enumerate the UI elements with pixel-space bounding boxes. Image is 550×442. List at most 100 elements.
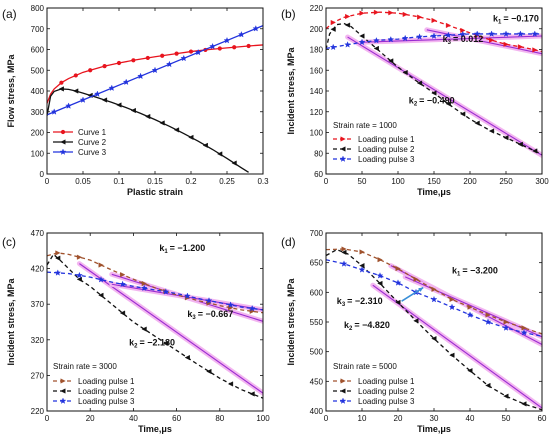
series-marker-2 [116, 102, 122, 108]
y-axis-label: Incident stress, MPa [286, 277, 296, 365]
series-marker-2 [76, 276, 82, 282]
series-marker-3 [94, 90, 101, 97]
legend-swatch-marker [340, 146, 346, 152]
y-tick-label: 370 [31, 300, 45, 309]
series-marker-3 [416, 33, 423, 40]
series-marker-3 [344, 41, 351, 48]
legend-entry: Loading pulse 3 [358, 397, 415, 406]
series-marker-1 [431, 286, 437, 292]
y-tick-label: 80 [314, 149, 323, 158]
y-tick-label: 550 [310, 318, 324, 327]
series-marker-3 [401, 34, 409, 42]
series-marker-1 [345, 13, 351, 20]
series-marker-2 [445, 101, 451, 107]
series-marker-3 [151, 66, 159, 74]
series-marker-3 [376, 272, 384, 279]
series-marker-2 [73, 88, 79, 94]
series-marker-2 [98, 292, 104, 298]
legend-entry: Loading pulse 1 [358, 135, 415, 144]
series-marker-2 [402, 69, 408, 76]
x-tick-label: 100 [256, 414, 270, 423]
series-line-1 [47, 252, 263, 314]
series-marker-2 [202, 142, 208, 148]
series-marker-3 [358, 38, 366, 46]
series-marker-2 [163, 340, 169, 346]
series-marker-2 [145, 113, 151, 120]
x-tick-label: 30 [430, 414, 439, 423]
slope-annotation: k3 = 0.012 [443, 34, 484, 46]
series-marker-1 [467, 304, 473, 310]
x-tick-label: 80 [215, 414, 224, 423]
panel-b: 0 50 100 150 200 250 300 60 80 100 120 140 160 180 200… [281, 4, 549, 197]
series-marker-2 [532, 148, 538, 154]
series-marker-2 [377, 280, 383, 287]
series-marker-1 [359, 10, 365, 16]
x-tick-label: 0.05 [75, 177, 91, 186]
series-marker-3 [79, 96, 87, 103]
y-tick-label: 470 [31, 229, 45, 238]
y-tick-label: 500 [31, 66, 45, 75]
y-tick-label: 650 [310, 259, 324, 268]
series-marker-2 [344, 22, 351, 28]
series-marker-2 [159, 120, 165, 126]
y-tick-label: 600 [31, 46, 45, 55]
legend-swatch-marker [60, 139, 66, 145]
series-marker-1 [59, 80, 64, 85]
series-marker-2 [460, 111, 466, 117]
series-marker-2 [55, 255, 61, 261]
series-marker-3 [430, 32, 438, 39]
series-marker-3 [394, 279, 402, 286]
series-marker-3 [184, 292, 191, 299]
x-axis-label: Time,μs [417, 187, 451, 197]
y-tick-label: 60 [314, 170, 323, 179]
series-marker-3 [459, 30, 467, 38]
legend-entry: Loading pulse 3 [78, 397, 135, 406]
series-marker-1 [521, 325, 527, 331]
series-marker-2 [521, 401, 527, 407]
series-marker-1 [120, 272, 126, 278]
series-marker-3 [473, 30, 481, 37]
series-marker-1 [341, 246, 347, 252]
series-marker-1 [174, 51, 179, 56]
series-marker-1 [359, 249, 365, 255]
y-axis-label: Incident stress, MPa [6, 277, 16, 365]
x-tick-label: 10 [358, 414, 367, 423]
series-marker-2 [217, 151, 223, 157]
series-marker-1 [160, 53, 165, 58]
slope-annotation: k3 = −2.310 [337, 296, 383, 308]
series-marker-1 [395, 265, 401, 272]
y-tick-label: 600 [310, 288, 324, 297]
series-marker-2 [341, 249, 347, 256]
legend-entry: Loading pulse 1 [78, 377, 135, 386]
y-tick-label: 500 [310, 348, 324, 357]
x-tick-label: 20 [86, 414, 95, 423]
strain-rate-label: Strain rate = 3000 [53, 362, 117, 371]
series-marker-1 [55, 250, 61, 256]
series-marker-2 [413, 318, 419, 324]
slope-annotation: k2 = −2.180 [129, 337, 175, 349]
y-tick-label: 400 [310, 407, 324, 416]
series-marker-1 [485, 312, 491, 318]
series-marker-2 [101, 97, 108, 103]
series-marker-1 [73, 73, 78, 78]
panel-label: (a) [2, 7, 17, 21]
series-marker-2 [359, 33, 365, 39]
series-marker-3 [531, 30, 539, 37]
y-tick-label: 160 [310, 66, 324, 75]
series-marker-2 [173, 127, 180, 133]
y-tick-label: 400 [31, 87, 45, 96]
x-tick-label: 60 [538, 414, 547, 423]
x-axis-label: Time,μs [417, 424, 451, 434]
series-marker-3 [54, 269, 62, 276]
series-marker-3 [108, 84, 116, 91]
series-marker-3 [484, 318, 492, 325]
series-marker-2 [206, 368, 212, 375]
y-tick-label: 100 [310, 129, 324, 138]
series-marker-3 [137, 72, 144, 80]
series-marker-1 [445, 22, 452, 29]
x-tick-label: 250 [499, 177, 513, 186]
y-tick-label: 320 [31, 336, 45, 345]
series-marker-3 [252, 25, 260, 32]
series-marker-1 [131, 58, 136, 63]
legend-entry: Curve 2 [78, 138, 107, 147]
